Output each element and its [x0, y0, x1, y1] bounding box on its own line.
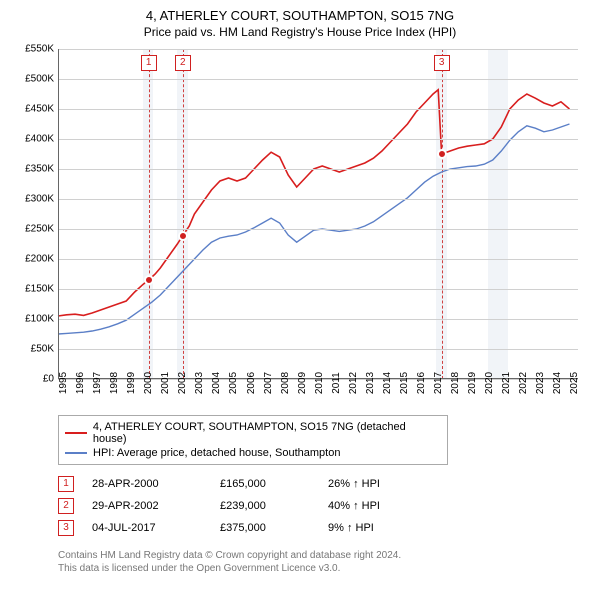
series-line-price_paid [58, 90, 569, 316]
y-tick-label: £150K [25, 284, 54, 295]
y-tick-label: £200K [25, 254, 54, 265]
x-tick-label: 2020 [484, 372, 495, 394]
gridline [58, 259, 578, 260]
gridline [58, 349, 578, 350]
x-tick-label: 2018 [450, 372, 461, 394]
x-tick-label: 2013 [365, 372, 376, 394]
x-tick-label: 2005 [228, 372, 239, 394]
y-tick-label: £50K [31, 344, 54, 355]
footer-line: Contains HM Land Registry data © Crown c… [58, 549, 588, 562]
event-delta: 9% ↑ HPI [328, 522, 428, 534]
gridline [58, 109, 578, 110]
events-table: 1 28-APR-2000 £165,000 26% ↑ HPI 2 29-APR-200… [58, 473, 588, 539]
gridline [58, 79, 578, 80]
chart-container: 4, ATHERLEY COURT, SOUTHAMPTON, SO15 7NG… [0, 0, 600, 583]
event-number-box: 1 [58, 476, 74, 492]
legend-swatch [65, 452, 87, 454]
gridline [58, 139, 578, 140]
legend-swatch [65, 432, 87, 434]
x-tick-label: 2024 [552, 372, 563, 394]
x-tick-label: 1997 [92, 372, 103, 394]
event-delta: 40% ↑ HPI [328, 500, 428, 512]
event-date: 04-JUL-2017 [92, 522, 202, 534]
x-tick-label: 2014 [382, 372, 393, 394]
y-tick-label: £450K [25, 104, 54, 115]
legend: 4, ATHERLEY COURT, SOUTHAMPTON, SO15 7NG… [58, 415, 448, 465]
y-tick-label: £500K [25, 74, 54, 85]
gridline [58, 319, 578, 320]
x-tick-label: 2007 [263, 372, 274, 394]
y-tick-label: £0 [43, 374, 54, 385]
x-tick-label: 2019 [467, 372, 478, 394]
chart-subtitle: Price paid vs. HM Land Registry's House … [12, 25, 588, 39]
y-tick-label: £100K [25, 314, 54, 325]
gridline [58, 49, 578, 50]
x-tick-label: 1996 [75, 372, 86, 394]
legend-label: 4, ATHERLEY COURT, SOUTHAMPTON, SO15 7NG… [93, 421, 441, 445]
x-tick-label: 2025 [569, 372, 580, 394]
x-tick-label: 2016 [416, 372, 427, 394]
x-tick-label: 2010 [314, 372, 325, 394]
event-marker-dot [144, 275, 154, 285]
event-date: 28-APR-2000 [92, 478, 202, 490]
event-marker-dot [178, 231, 188, 241]
event-row: 1 28-APR-2000 £165,000 26% ↑ HPI [58, 473, 588, 495]
x-tick-label: 2006 [246, 372, 257, 394]
y-tick-label: £350K [25, 164, 54, 175]
x-tick-label: 2008 [280, 372, 291, 394]
footer-line: This data is licensed under the Open Gov… [58, 562, 588, 575]
x-tick-label: 2002 [177, 372, 188, 394]
x-tick-label: 1999 [126, 372, 137, 394]
y-axis: £0£50K£100K£150K£200K£250K£300K£350K£400… [12, 49, 58, 379]
x-tick-label: 2000 [143, 372, 154, 394]
y-tick-label: £400K [25, 134, 54, 145]
y-tick-label: £300K [25, 194, 54, 205]
y-tick-label: £250K [25, 224, 54, 235]
event-delta: 26% ↑ HPI [328, 478, 428, 490]
x-tick-label: 2017 [433, 372, 444, 394]
x-tick-label: 2003 [194, 372, 205, 394]
event-marker-box: 3 [434, 55, 450, 71]
gridline [58, 169, 578, 170]
event-price: £165,000 [220, 478, 310, 490]
x-tick-label: 2015 [399, 372, 410, 394]
footer-attribution: Contains HM Land Registry data © Crown c… [58, 549, 588, 575]
event-price: £375,000 [220, 522, 310, 534]
legend-label: HPI: Average price, detached house, Sout… [93, 447, 340, 459]
gridline [58, 289, 578, 290]
line-layer [58, 49, 578, 379]
event-date: 29-APR-2002 [92, 500, 202, 512]
event-price: £239,000 [220, 500, 310, 512]
legend-row: 4, ATHERLEY COURT, SOUTHAMPTON, SO15 7NG… [65, 420, 441, 446]
x-tick-label: 2023 [535, 372, 546, 394]
x-tick-label: 2011 [331, 372, 342, 394]
gridline [58, 199, 578, 200]
event-row: 3 04-JUL-2017 £375,000 9% ↑ HPI [58, 517, 588, 539]
gridline [58, 229, 578, 230]
x-tick-label: 2021 [501, 372, 512, 394]
x-axis: 1995199619971998199920002001200220032004… [58, 379, 578, 409]
x-tick-label: 2004 [211, 372, 222, 394]
chart-title: 4, ATHERLEY COURT, SOUTHAMPTON, SO15 7NG [12, 8, 588, 23]
x-tick-label: 2001 [160, 372, 171, 394]
y-tick-label: £550K [25, 44, 54, 55]
legend-row: HPI: Average price, detached house, Sout… [65, 446, 441, 460]
x-tick-label: 1995 [58, 372, 69, 394]
x-tick-label: 2012 [348, 372, 359, 394]
event-marker-box: 1 [141, 55, 157, 71]
x-tick-label: 2009 [297, 372, 308, 394]
event-number-box: 3 [58, 520, 74, 536]
event-number-box: 2 [58, 498, 74, 514]
chart-area: £0 £50K £100K £150K £200K £250K £300K £350K £400… [12, 49, 588, 409]
x-tick-label: 1998 [109, 372, 120, 394]
event-row: 2 29-APR-2002 £239,000 40% ↑ HPI [58, 495, 588, 517]
plot-region: 1 2 3 [58, 49, 578, 379]
event-marker-box: 2 [175, 55, 191, 71]
x-tick-label: 2022 [518, 372, 529, 394]
event-marker-dot [437, 149, 447, 159]
